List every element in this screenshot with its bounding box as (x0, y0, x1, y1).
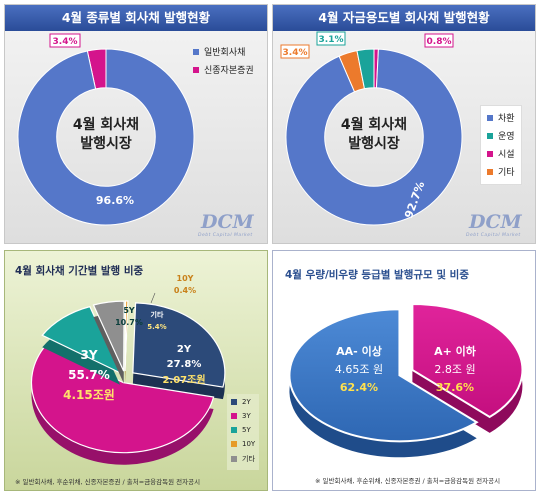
legend-item: 운영 (487, 129, 515, 142)
pie-slice-1 (132, 302, 226, 388)
pie-chart-rating: AA- 이상 4.65조 원 62.4% A+ 이하 2.8조 원 37.6% (288, 302, 524, 458)
pie-slice-1 (411, 302, 524, 419)
pie-slice-2 (288, 308, 479, 443)
watermark-logo: DCM (201, 211, 254, 233)
legend-item: 10Y (231, 440, 255, 448)
slice-label-box-operation (316, 31, 346, 46)
slice-label-2y: 2Y (177, 344, 192, 355)
slice-amount-2y: 2.07조원 (162, 373, 205, 386)
watermark-subtext: Debt Capital Market (198, 233, 253, 238)
panel-purpose-chart: 4월 자금용도별 회사채 발행현황 4월 회사채 발행시장 92.7% 3.4%… (272, 4, 536, 244)
slice-value-etc: 5.4% (147, 323, 166, 331)
slice-label-3y: 3Y (80, 348, 97, 362)
pie-slice-2 (17, 48, 195, 226)
slice-amount-aa: 4.65조 원 (335, 363, 383, 376)
legend-item: 2Y (231, 398, 255, 406)
legend-item: 기타 (231, 454, 255, 464)
slice-amount-3y: 4.15조원 (63, 388, 115, 402)
pie-slice-2 (30, 344, 215, 454)
slice-value-10y: 0.4% (174, 286, 196, 295)
chart-title: 4월 우량/비우량 등급별 발행규모 및 비중 (285, 269, 469, 281)
center-label-line-1: 4월 회사채 (341, 116, 407, 133)
watermark-subtext: Debt Capital Market (466, 233, 521, 238)
slice-label-box-facility (424, 33, 454, 48)
pie-chart-maturity: 10Y 0.4% 5Y 10.7% 기타 5.4% 2Y 27.8% 2.07조… (30, 274, 226, 465)
legend: 일반회사채 신종자본증권 (193, 45, 254, 81)
legend-item: 3Y (231, 412, 255, 420)
pie-slice-4 (285, 48, 463, 226)
footnote: ※ 일반회사채, 후순위채, 신종자본증권 / 출처=금융감독원 전자공시 (315, 477, 501, 485)
slice-label-5y: 5Y (123, 306, 135, 315)
panel-maturity-chart: 4월 회사채 기간별 발행 비중 10Y 0.4% 5Y 10.7% 기타 5.… (4, 250, 268, 491)
legend: 차환 운영 시설 기타 (480, 105, 522, 185)
pie-slice-4 (92, 300, 125, 372)
panel-rating-chart: 4월 우량/비우량 등급별 발행규모 및 비중 AA- 이상 4.65조 원 6… (272, 250, 536, 491)
legend-item: 차환 (487, 111, 515, 124)
chart-title: 4월 종류별 회사채 발행현황 (5, 5, 267, 31)
slice-label-a: A+ 이하 (434, 344, 477, 358)
slice-label-operation: 3.1% (319, 35, 344, 45)
pie-slice-5 (124, 300, 129, 372)
slice-label-facility: 0.8% (427, 37, 452, 47)
footnote: ※ 일반회사채, 후순위채, 신종자본증권 / 출처=금융감독원 전자공시 (15, 478, 201, 486)
slice-label-box-hybrid (49, 33, 81, 48)
slice-amount-a: 2.8조 원 (434, 363, 475, 376)
slice-label-etc: 3.4% (283, 48, 308, 58)
center-label-line-1: 4월 회사채 (73, 116, 139, 133)
donut-chart-type: 4월 회사채 발행시장 96.6% 3.4% (17, 33, 195, 226)
pie-slice-3 (41, 305, 122, 374)
slice-value-a: 37.6% (436, 381, 474, 394)
slice-label-aa: AA- 이상 (336, 344, 382, 358)
center-label-line-2: 발행시장 (80, 135, 132, 152)
slice-label-general: 96.6% (96, 194, 134, 207)
slice-value-2y: 27.8% (167, 359, 202, 370)
slice-value-5y: 10.7% (115, 318, 143, 327)
chart-title: 4월 회사채 기간별 발행 비중 (15, 265, 144, 277)
slice-label-hybrid: 3.4% (53, 37, 78, 47)
legend-item: 신종자본증권 (193, 63, 254, 76)
center-label-line-2: 발행시장 (348, 135, 400, 152)
slice-value-3y: 55.7% (68, 368, 110, 382)
panel-type-chart: 4월 종류별 회사채 발행현황 4월 회사채 발행시장 96.6% 3.4% 일… (4, 4, 268, 244)
slice-label-etc: 기타 (151, 310, 164, 319)
legend-item: 5Y (231, 426, 255, 434)
legend-item: 기타 (487, 165, 515, 178)
legend-item: 시설 (487, 147, 515, 160)
slice-value-aa: 62.4% (340, 381, 378, 394)
watermark-logo: DCM (469, 211, 522, 233)
donut-chart-purpose: 4월 회사채 발행시장 92.7% 3.4% 3.1% 0.8% (280, 31, 463, 226)
slice-label-box-etc (280, 44, 310, 59)
legend: 2Y 3Y 5Y 10Y 기타 (227, 394, 260, 470)
chart-title: 4월 자금용도별 회사채 발행현황 (273, 5, 535, 31)
slice-label-10y: 10Y (177, 274, 194, 283)
legend-item: 일반회사채 (193, 45, 254, 58)
